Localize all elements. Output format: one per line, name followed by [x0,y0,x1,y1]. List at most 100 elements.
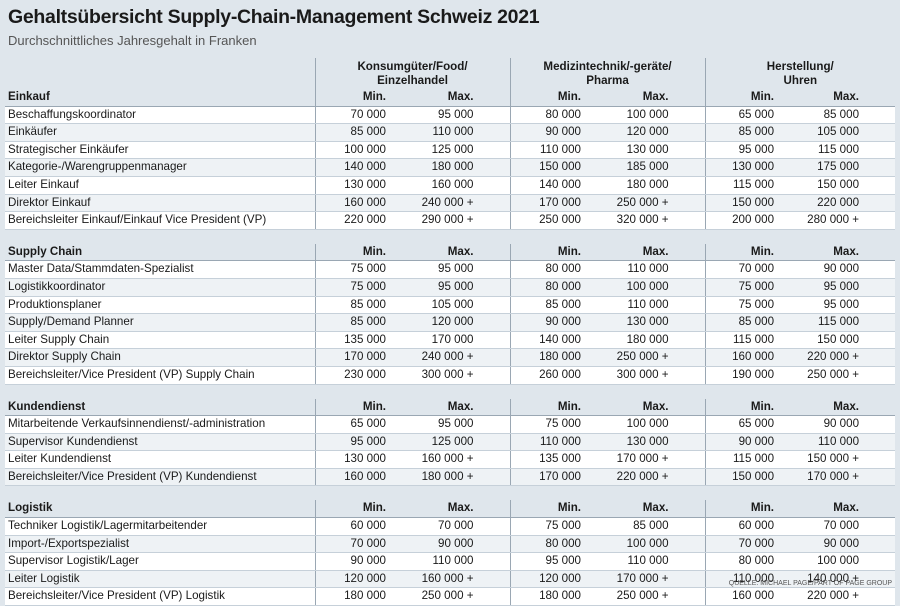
salary-cell: 150 000 [800,176,896,195]
column-header: Max. [412,398,511,417]
salary-cell: 65 000 [314,415,412,434]
salary-cell: 100 000 [607,535,706,554]
salary-cell: 220 000 + [800,348,896,367]
data-row: Logistikkoordinator 75 000 95 000 80 000 100… [5,278,896,297]
salary-cell: 90 000 [704,433,801,452]
salary-cell: 110 000 [509,141,608,160]
salary-cell: 180 000 [412,158,511,177]
data-row: Techniker Logistik/Lagermitarbeitender 60… [5,517,896,536]
data-row: Produktionsplaner 85 000 105 000 85 000 110 … [5,296,896,315]
salary-cell: 85 000 [509,296,608,315]
salary-cell: 60 000 [704,517,801,536]
section-header-row: Logistik Min. Max. Min. Max. Min. Max. [5,500,896,519]
data-row: Strategischer Einkäufer 100 000 125 000 110… [5,141,896,160]
salary-cell: 150 000 [800,331,896,350]
data-row: Leiter Supply Chain 135 000 170 000 140 000… [5,331,896,350]
column-header: Max. [607,243,706,262]
salary-cell: 140 000 + [800,570,896,589]
row-label: Produktionsplaner [5,296,315,315]
salary-cell: 250 000 + [607,587,706,606]
column-header: Min. [314,398,412,417]
data-row: Leiter Kundendienst 130 000 160 000 +135 0… [5,450,896,469]
row-label: Direktor Einkauf [5,194,315,213]
row-label: Kategorie-/Warengruppenmanager [5,158,315,177]
data-row: Einkäufer 85 000 110 000 90 000 120 000 85 00… [5,123,896,142]
salary-cell: 185 000 [607,158,706,177]
column-header: Min. [704,398,801,417]
data-row: Supervisor Logistik/Lager 90 000 110 000 95… [5,552,896,571]
row-label: Bereichsleiter/Vice President (VP) Suppl… [5,366,315,385]
salary-cell: 110 000 [412,552,511,571]
salary-cell: 80 000 [509,535,608,554]
row-label: Strategischer Einkäufer [5,141,315,160]
group-header-line: Pharma [586,74,629,87]
row-label: Supervisor Kundendienst [5,433,315,452]
salary-cell: 160 000 [314,468,412,487]
column-header: Min. [509,500,608,519]
data-row: Supervisor Kundendienst 95 000 125 000 110 … [5,433,896,452]
salary-cell: 290 000 + [412,211,511,230]
salary-cell: 115 000 [800,313,896,332]
row-label: Bereichsleiter/Vice President (VP) Logis… [5,587,315,606]
salary-cell: 70 000 [314,535,412,554]
salary-cell: 150 000 [704,194,801,213]
salary-cell: 65 000 [704,106,801,125]
section-name: Logistik [5,500,315,519]
salary-cell: 220 000 [800,194,896,213]
salary-cell: 200 000 [704,211,801,230]
source: QUELLE: MICHAEL PAGE/PART OF PAGE GROUP [728,580,892,587]
salary-cell: 130 000 [607,433,706,452]
salary-cell: 80 000 [509,278,608,297]
section-header-row: Einkauf Min. Max. Min. Max. Min. Max. [5,89,896,107]
salary-cell: 90 000 [800,535,896,554]
spacer-row [5,229,895,244]
data-row: Direktor Supply Chain 170 000 240 000 +180… [5,348,896,367]
salary-cell: 75 000 [704,278,801,297]
data-row: Bereichsleiter/Vice President (VP) Suppl… [5,366,896,385]
data-row: Leiter Einkauf 130 000 160 000 140 000 180 0… [5,176,896,195]
section-header-row: Supply Chain Min. Max. Min. Max. Min. Max. [5,243,896,262]
column-header: Min. [509,398,608,417]
row-label: Leiter Supply Chain [5,331,315,350]
salary-cell: 100 000 [800,552,896,571]
column-header: Min. [314,89,412,107]
salary-cell: 140 000 [509,331,608,350]
salary-cell: 175 000 [800,158,896,177]
salary-cell: 95 000 [704,141,801,160]
salary-cell: 60 000 [314,517,412,536]
salary-cell: 70 000 [800,517,896,536]
salary-cell: 150 000 + [800,450,896,469]
salary-cell: 75 000 [509,517,608,536]
group-header-line: Einzelhandel [377,74,448,87]
salary-cell: 160 000 [412,176,511,195]
section-header-row: Kundendienst Min. Max. Min. Max. Min. Max. [5,398,896,417]
data-row: Bereichsleiter Einkauf/Einkauf Vice Pres… [5,211,896,230]
salary-cell: 140 000 [314,158,412,177]
salary-cell: 70 000 [314,106,412,125]
data-row: Supply/Demand Planner 85 000 120 000 90 000… [5,313,896,332]
section-name: Einkauf [5,89,315,107]
column-header: Max. [800,500,896,519]
salary-cell: 160 000 + [412,570,511,589]
salary-cell: 80 000 [704,552,801,571]
salary-cell: 70 000 [704,535,801,554]
spacer-row [5,486,895,501]
salary-cell: 85 000 [607,517,706,536]
salary-cell: 180 000 [607,331,706,350]
row-label: Direktor Supply Chain [5,348,315,367]
salary-cell: 85 000 [800,106,896,125]
salary-cell: 95 000 [800,278,896,297]
salary-table: Konsumgüter/Food/Einzelhandel Medizintech… [5,58,896,606]
salary-cell: 220 000 + [607,468,706,487]
salary-cell: 105 000 [412,296,511,315]
salary-cell: 150 000 [704,468,801,487]
column-header: Min. [509,89,608,107]
salary-cell: 110 000 [509,433,608,452]
salary-cell: 250 000 + [607,194,706,213]
salary-cell: 70 000 [704,260,801,279]
column-header: Max. [800,398,896,417]
subtitle: Durchschnittliches Jahresgehalt in Frank… [8,33,257,48]
spacer [5,384,895,399]
salary-cell: 95 000 [509,552,608,571]
row-label: Bereichsleiter/Vice President (VP) Kunde… [5,468,315,487]
